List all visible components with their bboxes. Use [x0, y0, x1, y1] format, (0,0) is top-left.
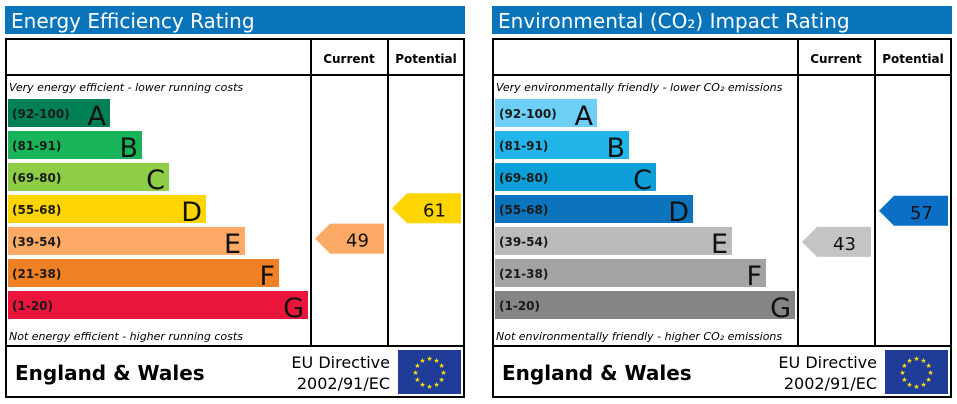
eu-star: ★	[433, 357, 439, 365]
eu-star: ★	[419, 381, 425, 389]
band-range: (1-20)	[12, 299, 53, 313]
current-rating-value: 49	[346, 231, 369, 252]
band-letter: G	[770, 293, 791, 324]
directive-line2: 2002/91/EC	[297, 374, 390, 393]
potential-rating-value: 61	[423, 200, 446, 221]
eu-star: ★	[433, 381, 439, 389]
top-note: Very environmentally friendly - lower CO…	[496, 81, 783, 94]
band-d-bar	[8, 195, 206, 223]
band-c-bar	[495, 163, 656, 191]
band-range: (69-80)	[499, 171, 548, 185]
band-range: (81-91)	[12, 139, 61, 153]
environmental-impact-chart: Environmental (CO₂) Impact Rating Current…	[492, 6, 952, 398]
band-letter: B	[606, 133, 625, 164]
energy-efficiency-chart: Energy Efficiency Rating Current Potential…	[5, 6, 465, 398]
band-g-bar	[8, 291, 308, 319]
title-bar	[5, 6, 465, 34]
potential-rating-arrow	[879, 195, 948, 226]
eu-flag-icon: ★ ★★★★★★★★★★★	[398, 350, 461, 394]
chart-title: Environmental (CO₂) Impact Rating	[498, 9, 850, 33]
band-letter: A	[88, 101, 107, 132]
eu-star: ★	[901, 376, 907, 384]
current-rating-value: 43	[833, 234, 856, 255]
current-rating-arrow	[315, 223, 384, 254]
eu-star: ★	[906, 357, 912, 365]
band-letter: A	[575, 101, 594, 132]
band-range: (21-38)	[499, 267, 548, 281]
eu-star: ★	[419, 357, 425, 365]
band-a-bar	[8, 99, 110, 127]
band-letter: E	[224, 229, 241, 260]
band-range: (21-38)	[12, 267, 61, 281]
eu-star: ★	[899, 369, 905, 377]
band-letter: D	[668, 197, 689, 228]
band-range: (39-54)	[12, 235, 61, 249]
eu-star: ★	[927, 369, 933, 377]
eu-star: ★	[426, 355, 432, 363]
band-e-bar	[495, 227, 732, 255]
band-range: (55-68)	[12, 203, 61, 217]
eu-flag-icon: ★ ★★★★★★★★★★★	[885, 350, 948, 394]
band-letter: F	[259, 261, 275, 292]
band-d-bar	[495, 195, 693, 223]
band-letter: C	[633, 165, 652, 196]
region-label: England & Wales	[502, 361, 692, 385]
band-range: (92-100)	[499, 107, 557, 121]
column-header-current: Current	[810, 52, 862, 66]
band-range: (69-80)	[12, 171, 61, 185]
chart-frame	[5, 38, 465, 398]
band-letter: B	[119, 133, 138, 164]
band-a-bar	[495, 99, 597, 127]
band-range: (39-54)	[499, 235, 548, 249]
title-bar	[492, 6, 952, 34]
eu-star: ★	[414, 376, 420, 384]
band-range: (1-20)	[499, 299, 540, 313]
column-header-current: Current	[323, 52, 375, 66]
eu-star: ★	[440, 369, 446, 377]
eu-star: ★	[925, 376, 931, 384]
band-letter: C	[146, 165, 165, 196]
band-g-bar	[495, 291, 795, 319]
eu-star: ★	[426, 383, 432, 391]
eu-star: ★	[913, 355, 919, 363]
band-range: (81-91)	[499, 139, 548, 153]
eu-star: ★	[901, 362, 907, 370]
potential-rating-arrow	[392, 193, 461, 224]
chart-frame	[492, 38, 952, 398]
band-f-bar	[8, 259, 279, 287]
eu-star: ★	[414, 362, 420, 370]
eu-star: ★	[925, 362, 931, 370]
band-letter: D	[181, 197, 202, 228]
chart-title: Energy Efficiency Rating	[11, 9, 255, 33]
band-range: (92-100)	[12, 107, 70, 121]
eu-star: ★	[438, 362, 444, 370]
band-letter: G	[283, 293, 304, 324]
band-f-bar	[495, 259, 766, 287]
bottom-note: Not environmentally friendly - higher CO…	[496, 330, 782, 343]
column-header-potential: Potential	[395, 52, 457, 66]
band-b-bar	[8, 131, 142, 159]
top-note: Very energy efficient - lower running co…	[9, 81, 243, 94]
band-e-bar	[8, 227, 245, 255]
potential-rating-value: 57	[910, 203, 933, 224]
band-range: (55-68)	[499, 203, 548, 217]
band-letter: E	[711, 229, 728, 260]
directive-line1: EU Directive	[291, 353, 390, 372]
eu-star: ★	[412, 369, 418, 377]
eu-star: ★	[920, 381, 926, 389]
column-header-potential: Potential	[882, 52, 944, 66]
directive-line1: EU Directive	[778, 353, 877, 372]
band-c-bar	[8, 163, 169, 191]
eu-star: ★	[438, 376, 444, 384]
region-label: England & Wales	[15, 361, 205, 385]
directive-line2: 2002/91/EC	[784, 374, 877, 393]
bottom-note: Not energy efficient - higher running co…	[9, 330, 243, 343]
band-letter: F	[746, 261, 762, 292]
eu-star: ★	[920, 357, 926, 365]
eu-star: ★	[906, 381, 912, 389]
band-b-bar	[495, 131, 629, 159]
eu-star: ★	[913, 383, 919, 391]
current-rating-arrow	[802, 226, 871, 257]
